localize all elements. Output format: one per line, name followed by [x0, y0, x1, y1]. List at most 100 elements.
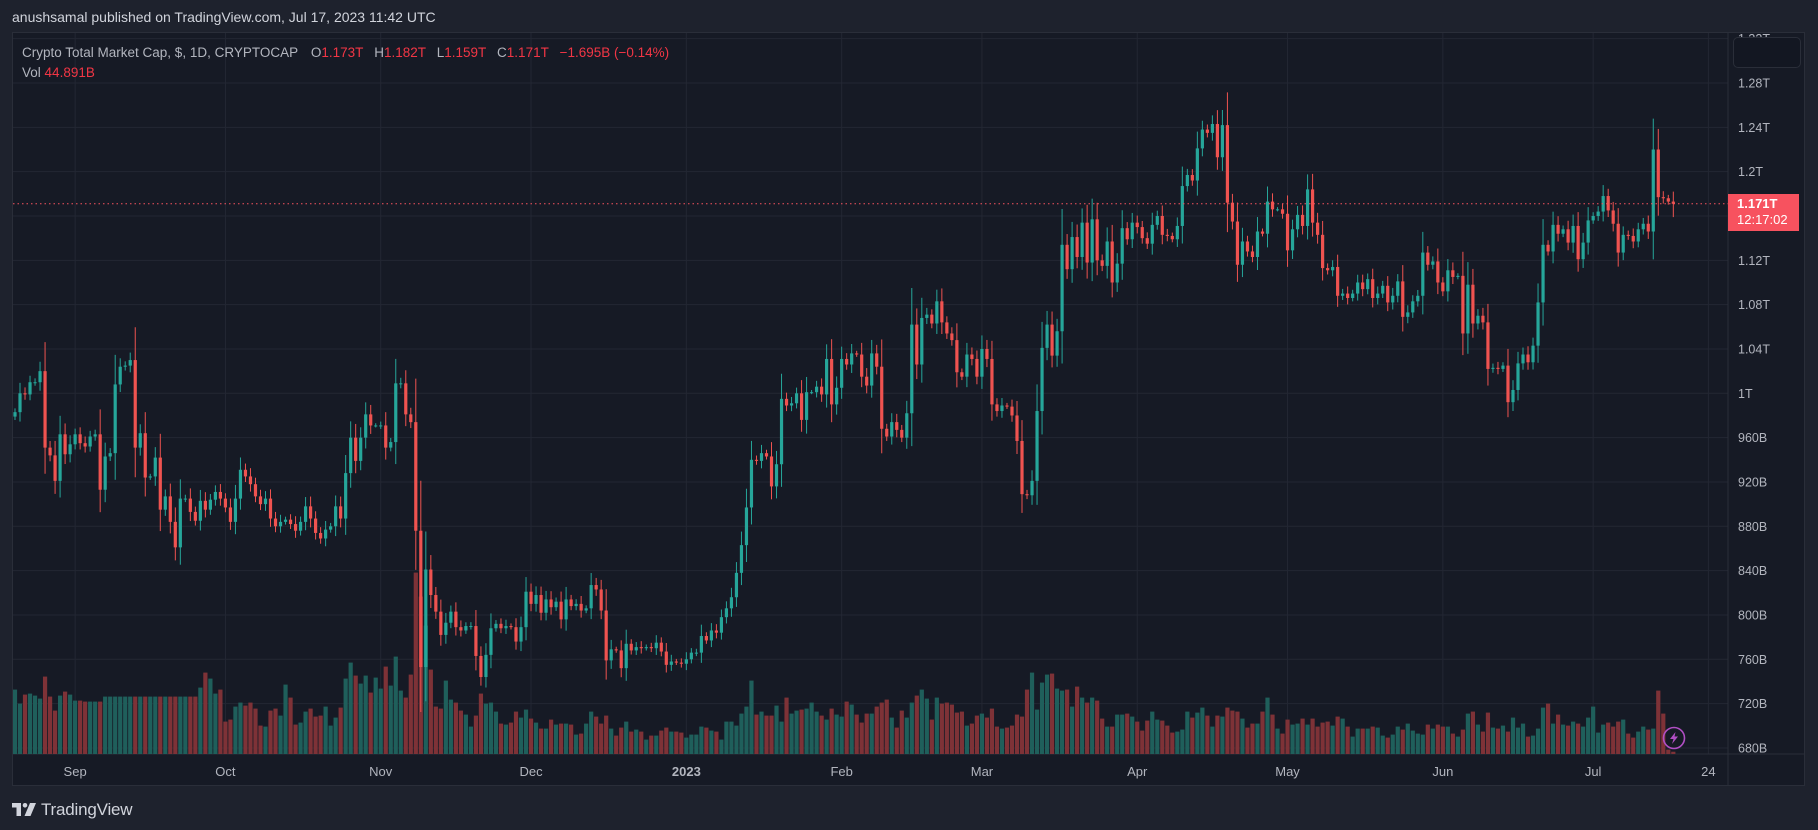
volume-bar — [829, 708, 834, 754]
candle-body — [1220, 125, 1225, 158]
volume-bar — [1530, 735, 1536, 754]
candle-body — [639, 647, 643, 649]
time-axis-label: Dec — [519, 764, 543, 779]
close-value: 1.171T — [506, 45, 549, 60]
lightning-bolt-icon[interactable] — [1662, 726, 1686, 750]
volume-bar — [919, 689, 924, 754]
volume-bar — [664, 727, 669, 754]
volume-bar — [964, 725, 969, 754]
price-axis-label: 920B — [1738, 475, 1767, 489]
volume-bar — [288, 697, 293, 754]
candle-body — [649, 647, 653, 649]
volume-bar — [283, 684, 288, 754]
volume-bar — [133, 696, 138, 754]
volume-bar — [398, 690, 403, 754]
candle-body — [58, 434, 62, 481]
volume-bar — [1560, 724, 1566, 754]
candle-body — [198, 500, 202, 521]
volume-bar — [63, 691, 68, 754]
volume-bar — [1044, 674, 1050, 754]
volume-bar — [483, 703, 489, 754]
volume-bar — [373, 677, 378, 754]
candle-body — [1531, 345, 1535, 363]
candle-body — [1025, 494, 1029, 496]
volume-bar — [393, 656, 398, 754]
volume-bar — [569, 724, 574, 754]
volume-bar — [1535, 728, 1541, 754]
volume-bar — [438, 708, 443, 754]
tradingview-logo-text: TradingView — [41, 800, 133, 819]
candle-body — [1135, 222, 1139, 228]
volume-bar — [1525, 736, 1531, 754]
volume-bar — [413, 572, 418, 754]
volume-bar — [659, 730, 664, 754]
volume-bar — [193, 696, 198, 754]
candle-body — [985, 348, 989, 359]
volume-bar — [749, 680, 754, 754]
price-axis: 1.32T1.28T1.24T1.2T1.12T1.08T1.04T1T960B… — [1738, 32, 1770, 755]
candle-body — [349, 437, 353, 474]
price-axis-label: 960B — [1738, 431, 1767, 445]
candle-body — [454, 611, 458, 628]
price-axis-label: 1T — [1738, 387, 1753, 401]
volume-bar — [1070, 706, 1075, 754]
volume-bar — [1095, 700, 1100, 754]
price-axis-label: 680B — [1738, 741, 1767, 755]
symbol-title[interactable]: Crypto Total Market Cap, $, 1D, CRYPTOCA… — [22, 45, 299, 60]
candle-body — [784, 398, 789, 406]
candle-body — [1506, 365, 1510, 403]
volume-bar — [1591, 706, 1596, 754]
candle-body — [133, 360, 137, 448]
volume-bar — [493, 711, 499, 754]
candle-body — [394, 383, 398, 443]
candle-body — [1331, 266, 1335, 271]
candle-body — [459, 627, 463, 631]
volume-bar — [1175, 731, 1180, 754]
candle-body — [1060, 244, 1064, 332]
volume-bar — [158, 696, 163, 754]
candle-body — [183, 498, 187, 500]
candle-body — [599, 589, 603, 611]
candle-body — [1386, 285, 1390, 303]
candle-body — [870, 353, 874, 386]
candle-body — [754, 459, 759, 461]
price-scale-mode-box[interactable] — [1733, 37, 1801, 68]
candle-body — [860, 354, 864, 377]
candle-body — [664, 651, 668, 665]
volume-bar — [1135, 721, 1140, 754]
candle-body — [604, 610, 608, 661]
time-axis-label: Jun — [1432, 764, 1453, 779]
volume-label: Vol — [22, 65, 41, 80]
volume-bar — [1280, 733, 1285, 754]
volume-bar — [599, 723, 604, 754]
candle-body — [83, 443, 87, 447]
volume-bar — [1545, 703, 1551, 754]
candle-body — [679, 662, 683, 664]
volume-bar — [739, 713, 744, 754]
chart-pane[interactable] — [12, 32, 1805, 786]
candle-body — [1596, 211, 1600, 216]
candle-body — [439, 611, 443, 635]
candle-body — [950, 333, 954, 341]
volume-bar — [849, 704, 854, 754]
candle-body — [524, 591, 528, 628]
volume-bar — [1450, 733, 1455, 754]
volume-bar — [1475, 724, 1481, 754]
candle-body — [564, 599, 568, 620]
candle-body — [804, 392, 809, 420]
candle-body — [1476, 315, 1480, 324]
volume-bar — [1305, 724, 1310, 754]
volume-bar — [523, 709, 529, 754]
candle-body — [1651, 149, 1655, 232]
candle-body — [1526, 354, 1530, 363]
candle-body — [1110, 241, 1114, 283]
tradingview-branding[interactable]: TradingView — [12, 800, 133, 820]
volume-bar — [558, 723, 564, 754]
candle-body — [1456, 275, 1460, 277]
candle-body — [123, 365, 127, 367]
volume-bar — [183, 696, 188, 754]
volume-bars — [13, 572, 1676, 754]
candle-body — [749, 459, 754, 508]
candle-body — [469, 626, 473, 628]
